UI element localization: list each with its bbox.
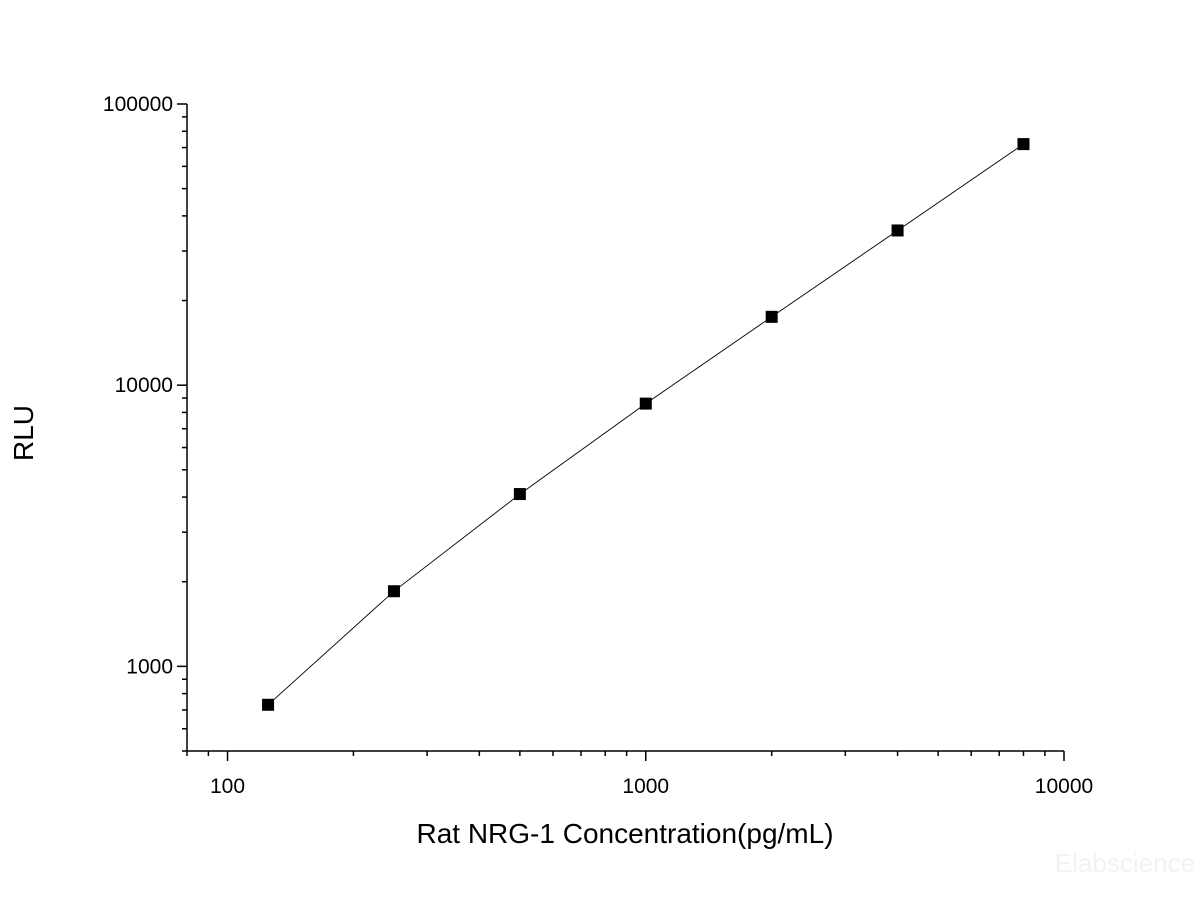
y-axis-title: RLU bbox=[8, 405, 39, 461]
y-ticks: 1000 10000 100000 bbox=[103, 93, 187, 752]
axes: 1000 10000 100000 100 1000 10000 bbox=[103, 93, 1093, 798]
watermark: Elabscience bbox=[1055, 848, 1195, 878]
data-point bbox=[765, 310, 778, 323]
data-point bbox=[262, 698, 275, 711]
data-point bbox=[891, 224, 904, 237]
series-layer bbox=[262, 138, 1030, 711]
x-tick-label: 1000 bbox=[622, 775, 669, 798]
x-axis-title: Rat NRG-1 Concentration(pg/mL) bbox=[416, 818, 833, 849]
x-ticks: 100 1000 10000 bbox=[186, 751, 1093, 798]
data-point bbox=[387, 585, 400, 598]
x-tick-label: 100 bbox=[210, 775, 245, 798]
x-tick-label: 10000 bbox=[1035, 775, 1093, 798]
series-line bbox=[267, 143, 1024, 706]
data-point bbox=[639, 397, 652, 410]
data-point bbox=[513, 488, 526, 501]
y-tick-label: 10000 bbox=[115, 374, 173, 397]
y-tick-label: 1000 bbox=[126, 655, 173, 678]
data-point bbox=[1017, 138, 1030, 151]
y-tick-label: 100000 bbox=[103, 93, 173, 116]
